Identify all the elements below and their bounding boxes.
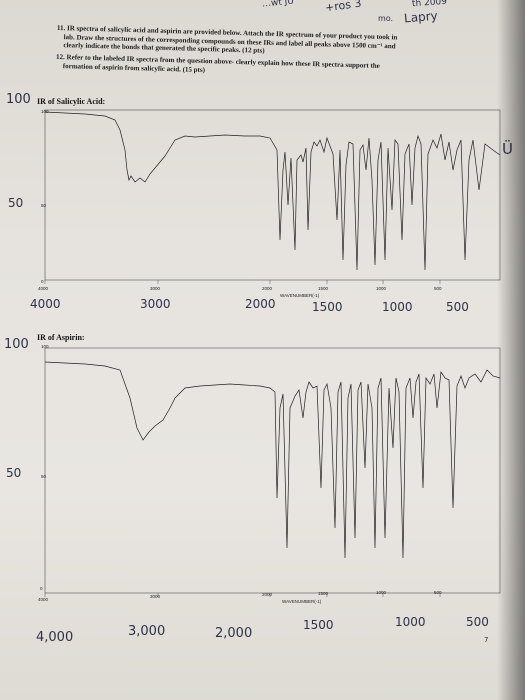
- handwritten-x-2000-bottom: 2,000: [215, 626, 253, 641]
- handwritten-x-1000-bottom: 1000: [395, 615, 426, 629]
- spectrum-2-y-tick-50: 50: [41, 474, 47, 479]
- spectrum-1-x-axis-label: WAVENUMBER(-1): [280, 293, 320, 298]
- handwritten-x-4000-top: 4000: [30, 297, 61, 311]
- spectrum-2-y-tick-0: 0: [40, 586, 43, 591]
- spectrum-1-y-tick-0: 0: [41, 279, 44, 284]
- handwritten-x-4000-bottom: 4,000: [36, 630, 74, 645]
- page-edge-shadow: [497, 0, 525, 700]
- spectrum-1-x-tick-3000: 3000: [150, 286, 161, 291]
- spectrum-2-x-tick-500: 500: [434, 590, 442, 595]
- spectrum-2-x-tick-1500: 1500: [318, 591, 329, 596]
- handwritten-y-100-top: 100: [6, 92, 31, 107]
- handwritten-x-2000-top: 2000: [245, 297, 276, 311]
- handwritten-x-500-top: 500: [446, 300, 469, 314]
- handwritten-y-50-top: 50: [8, 196, 24, 210]
- handwritten-y-50-bottom: 50: [6, 466, 22, 480]
- handwritten-note-top-d: mo.: [378, 14, 394, 23]
- spectrum-1-title: IR of Salicylic Acid:: [37, 97, 106, 106]
- handwritten-x-3000-top: 3000: [140, 297, 171, 311]
- spectrum-1-trace: [44, 111, 501, 271]
- spectrum-2-x-tick-3000: 3000: [150, 594, 161, 599]
- spectrum-2-trace: [44, 361, 501, 559]
- handwritten-note-top-c: th 2009: [411, 0, 448, 10]
- spectrum-1-frame: [44, 109, 501, 281]
- handwritten-x-1500-bottom: 1500: [303, 618, 334, 632]
- handwritten-x-3000-bottom: 3,000: [128, 624, 166, 639]
- spectrum-1-x-tick-1500: 1500: [318, 286, 329, 291]
- handwritten-x-1000-top: 1000: [382, 300, 413, 314]
- handwritten-y-100-bottom: 100: [4, 337, 29, 352]
- page-mark: 7: [484, 636, 489, 644]
- spectrum-2-frame: [44, 347, 501, 594]
- spectrum-2-x-ticks: [44, 593, 441, 597]
- spectrum-2-x-tick-4000: 4000: [38, 597, 49, 602]
- spectrum-1-x-tick-500: 500: [434, 286, 442, 291]
- spectrum-2-x-tick-2000: 2000: [262, 592, 273, 597]
- spectrum-2-x-tick-1000: 1000: [376, 590, 387, 595]
- spectrum-2-y-tick-100: 100: [41, 344, 49, 349]
- spectrum-1-x-tick-2000: 2000: [262, 286, 273, 291]
- spectrum-1-x-ticks: [44, 280, 441, 284]
- spectrum-2-title: IR of Aspirin:: [37, 333, 85, 342]
- handwritten-x-500-bottom: 500: [466, 615, 489, 629]
- spectrum-1-x-tick-4000: 4000: [38, 286, 49, 291]
- spectrum-2-plot: [44, 347, 501, 597]
- spectrum-1-plot: [44, 109, 501, 284]
- spectrum-2-x-axis-label: WAVENUMBER(-1): [282, 599, 322, 604]
- spectrum-1-y-tick-50: 50: [41, 203, 47, 208]
- spectrum-1-x-tick-1000: 1000: [376, 286, 387, 291]
- handwritten-x-1500-top: 1500: [312, 300, 343, 314]
